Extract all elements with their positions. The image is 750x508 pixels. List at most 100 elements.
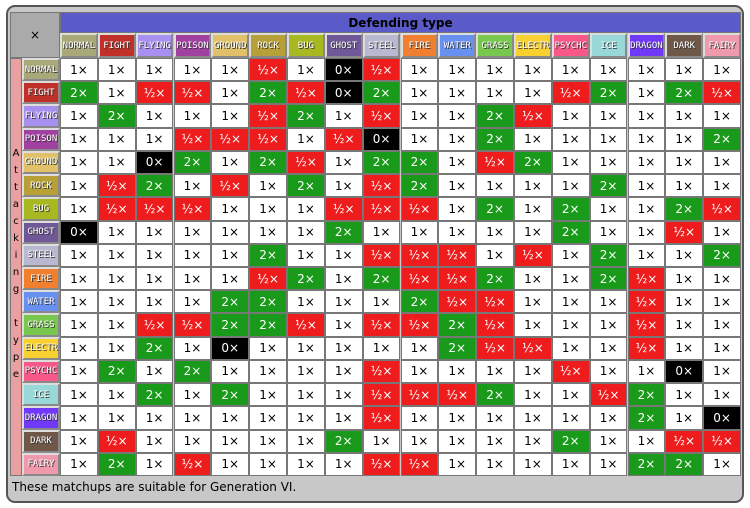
matchup-cell: 2× bbox=[551, 220, 590, 244]
matchup-cell: 1× bbox=[627, 104, 666, 128]
matchup-cell: 2× bbox=[627, 406, 666, 430]
matchup-cell: ½× bbox=[173, 452, 212, 476]
matchup-cell: 1× bbox=[665, 150, 704, 175]
header: Defending type bbox=[60, 12, 741, 33]
matchup-cell: 1× bbox=[97, 243, 136, 267]
matchup-cell: 1× bbox=[627, 197, 666, 221]
matchup-cell: 1× bbox=[362, 429, 401, 453]
matchup-cell: 1× bbox=[287, 290, 325, 314]
matchup-cell: 2× bbox=[703, 243, 741, 267]
matchup-cell: 1× bbox=[627, 243, 666, 267]
defending-type: FIGHT bbox=[97, 33, 136, 58]
matchup-cell: 1× bbox=[551, 104, 590, 128]
attacking-type: STEEL bbox=[22, 243, 60, 267]
matchup-cell: 1× bbox=[249, 383, 287, 407]
matchup-cell: 2× bbox=[173, 359, 212, 384]
matchup-cell: 2× bbox=[514, 150, 552, 175]
matchup-cell: ½× bbox=[476, 290, 514, 314]
matchup-cell: 1× bbox=[400, 336, 439, 360]
matchup-cell: ½× bbox=[438, 243, 477, 267]
attacking-type: WATER bbox=[22, 290, 60, 314]
matchup-cell: 1× bbox=[551, 243, 590, 267]
matchup-cell: 1× bbox=[60, 313, 98, 337]
matchup-cell: 1× bbox=[627, 429, 666, 453]
matchup-cell: 1× bbox=[60, 150, 98, 175]
matchup-cell: 1× bbox=[97, 81, 136, 105]
matchup-cell: 1× bbox=[400, 220, 439, 244]
matchup-cell: 1× bbox=[287, 58, 325, 82]
matchup-cell: 1× bbox=[60, 267, 98, 291]
matchup-cell: 1× bbox=[97, 383, 136, 407]
matchup-cell: 2× bbox=[665, 81, 704, 105]
matchup-cell: ½× bbox=[400, 267, 439, 291]
matchup-cell: 1× bbox=[627, 150, 666, 175]
matchup-cell: 1× bbox=[476, 429, 514, 453]
matchup-cell: ½× bbox=[135, 197, 174, 221]
matchup-cell: 2× bbox=[476, 104, 514, 128]
matchup-cell: 1× bbox=[476, 406, 514, 430]
matchup-cell: 1× bbox=[249, 359, 287, 384]
attacking-type: FAIRY bbox=[22, 452, 60, 476]
matchup-cell: 1× bbox=[476, 58, 514, 82]
matchup-cell: 1× bbox=[665, 383, 704, 407]
matchup-cell: 1× bbox=[249, 220, 287, 244]
defending-type: FLYING bbox=[135, 33, 174, 58]
matchup-cell: 1× bbox=[551, 452, 590, 476]
defending-type: ELECTR bbox=[514, 33, 552, 58]
matchup-cell: 1× bbox=[551, 336, 590, 360]
matchup-cell: 1× bbox=[135, 290, 174, 314]
matchup-cell: 1× bbox=[627, 220, 666, 244]
matchup-cell: 2× bbox=[589, 81, 628, 105]
matchup-cell: 2× bbox=[476, 197, 514, 221]
matchup-cell: 1× bbox=[514, 197, 552, 221]
matchup-cell: 0× bbox=[324, 58, 363, 82]
matchup-cell: 1× bbox=[324, 150, 363, 175]
matchup-cell: 1× bbox=[665, 104, 704, 128]
matchup-cell: 0× bbox=[703, 406, 741, 430]
matchup-cell: 1× bbox=[400, 359, 439, 384]
matchup-cell: 1× bbox=[514, 267, 552, 291]
matchup-cell: 1× bbox=[324, 243, 363, 267]
matchup-cell: 1× bbox=[438, 452, 477, 476]
matchup-cell: 1× bbox=[438, 406, 477, 430]
matchup-cell: 1× bbox=[173, 290, 212, 314]
defending-type: WATER bbox=[438, 33, 477, 58]
matchup-cell: 1× bbox=[211, 359, 250, 384]
matchup-cell: 1× bbox=[60, 359, 98, 384]
matchup-cell: 1× bbox=[135, 220, 174, 244]
matchup-cell: 2× bbox=[551, 197, 590, 221]
matchup-cell: ½× bbox=[400, 452, 439, 476]
matchup-cell: 1× bbox=[400, 429, 439, 453]
matchup-cell: 1× bbox=[627, 81, 666, 105]
matchup-cell: ½× bbox=[514, 243, 552, 267]
matchup-cell: 1× bbox=[211, 197, 250, 221]
matchup-cell: 2× bbox=[249, 313, 287, 337]
matchup-cell: 2× bbox=[438, 336, 477, 360]
matchup-cell: 1× bbox=[324, 313, 363, 337]
matchup-cell: 1× bbox=[173, 383, 212, 407]
matchup-cell: 1× bbox=[97, 150, 136, 175]
matchup-cell: 1× bbox=[60, 336, 98, 360]
matchup-cell: 1× bbox=[287, 383, 325, 407]
matchup-cell: ½× bbox=[249, 58, 287, 82]
matchup-cell: 2× bbox=[135, 174, 174, 198]
matchup-cell: ½× bbox=[135, 81, 174, 105]
matchup-cell: 1× bbox=[551, 406, 590, 430]
matchup-cell: 2× bbox=[665, 452, 704, 476]
matchup-cell: ½× bbox=[476, 313, 514, 337]
matchup-cell: 1× bbox=[173, 406, 212, 430]
matchup-cell: 1× bbox=[211, 267, 250, 291]
matchup-cell: ½× bbox=[551, 359, 590, 384]
matchup-cell: 1× bbox=[514, 220, 552, 244]
matchup-cell: 2× bbox=[400, 290, 439, 314]
matchup-cell: ½× bbox=[627, 313, 666, 337]
matchup-cell: 1× bbox=[287, 336, 325, 360]
matchup-cell: ½× bbox=[135, 313, 174, 337]
matchup-cell: 1× bbox=[135, 104, 174, 128]
attacking-type: FIRE bbox=[22, 267, 60, 291]
matchup-cell: 1× bbox=[211, 81, 250, 105]
defending-type: NORMAL bbox=[60, 33, 98, 58]
matchup-cell: 2× bbox=[211, 290, 250, 314]
matchup-cell: 1× bbox=[589, 104, 628, 128]
matchup-cell: 0× bbox=[362, 127, 401, 151]
